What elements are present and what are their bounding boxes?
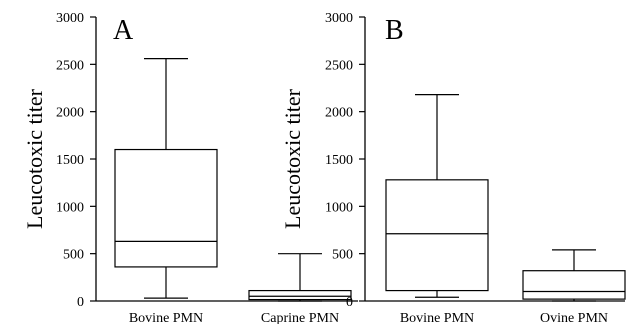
box-plot-2 (522, 249, 626, 302)
box-iqr (248, 289, 352, 301)
panel-a: 0 500 1000 1500 2000 2500 3000 Leucotoxic titer… (22, 11, 358, 324)
box-plot-1 (385, 94, 489, 298)
box-iqr (522, 270, 626, 300)
y-axis-label: Leucotoxic titer (22, 88, 47, 229)
x-category-label: Bovine PMN (400, 311, 474, 324)
y-tick-label: 3000 (325, 11, 353, 26)
box-iqr (385, 179, 489, 292)
box-plot-2 (248, 253, 352, 302)
box-plot-1 (114, 58, 218, 299)
y-tick-label: 500 (332, 248, 353, 263)
y-tick-label: 3000 (56, 11, 84, 26)
x-category-label: Caprine PMN (261, 311, 339, 324)
y-tick-label: 1500 (325, 153, 353, 168)
panel-b: 0 500 1000 1500 2000 2500 3000 Leucotoxic titer… (280, 11, 626, 324)
y-tick-label: 2500 (56, 58, 84, 73)
y-tick-label: 500 (63, 248, 84, 263)
box-iqr (114, 148, 218, 268)
y-tick-label: 1000 (325, 200, 353, 215)
y-axis-label: Leucotoxic titer (280, 88, 305, 229)
y-tick-label: 0 (77, 295, 84, 310)
y-tick-label: 2000 (325, 106, 353, 121)
x-category-label: Bovine PMN (129, 311, 203, 324)
panel-label: A (113, 15, 134, 46)
y-tick-label: 1500 (56, 153, 84, 168)
y-tick-label: 0 (346, 295, 353, 310)
y-tick-label: 2000 (56, 106, 84, 121)
y-tick-label: 2500 (325, 58, 353, 73)
panel-label: B (385, 15, 404, 46)
x-category-label: Ovine PMN (540, 311, 608, 324)
y-tick-label: 1000 (56, 200, 84, 215)
